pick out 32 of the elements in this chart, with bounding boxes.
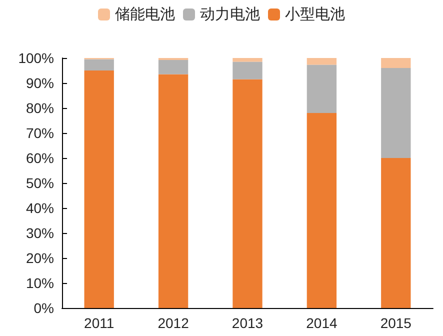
bar	[84, 59, 114, 70]
bar	[381, 68, 411, 158]
bar	[158, 60, 188, 74]
bar	[381, 58, 411, 68]
bar	[381, 158, 411, 308]
bar	[158, 74, 188, 308]
legend-label: 动力电池	[200, 6, 260, 23]
x-tick-label: 2012	[158, 315, 190, 331]
legend-label: 储能电池	[115, 6, 175, 23]
y-tick-label: 30%	[26, 225, 54, 241]
y-tick-label: 20%	[26, 250, 54, 266]
bar	[306, 58, 337, 65]
bar	[232, 62, 262, 80]
bar	[232, 79, 262, 308]
bar	[232, 58, 262, 62]
y-tick-label: 0%	[34, 300, 54, 316]
y-tick-label: 80%	[26, 100, 54, 116]
x-tick-label: 2013	[232, 315, 264, 331]
y-tick-label: 40%	[26, 200, 54, 216]
bar	[306, 64, 337, 113]
legend-label: 小型电池	[285, 6, 345, 23]
y-tick-label: 100%	[18, 50, 54, 66]
y-tick-label: 90%	[26, 75, 54, 91]
y-tick-label: 50%	[26, 175, 54, 191]
y-tick-label: 10%	[26, 275, 54, 291]
bar	[306, 113, 337, 308]
y-tick-label: 60%	[26, 150, 54, 166]
x-tick-label: 2011	[84, 315, 114, 331]
bar	[84, 70, 114, 308]
x-tick-label: 2015	[380, 315, 412, 331]
y-tick-label: 70%	[26, 125, 54, 141]
x-tick-label: 2014	[306, 315, 338, 331]
